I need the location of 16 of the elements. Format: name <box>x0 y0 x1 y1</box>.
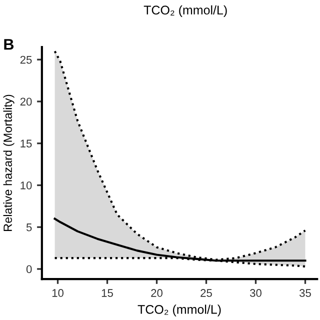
y-tick-label: 5 <box>26 223 32 232</box>
x-tick-label: 25 <box>200 289 212 297</box>
y-tick-label: 10 <box>20 182 32 190</box>
x-tick-label: 15 <box>102 289 113 297</box>
x-tick-label: 30 <box>250 289 262 297</box>
y-tick-label: 0 <box>26 265 32 274</box>
x-tick-label: 35 <box>299 289 311 297</box>
y-tick-label: 20 <box>20 98 32 106</box>
y-axis-title: Relative hazard (Mortality) <box>3 94 14 231</box>
y-tick-label: 15 <box>20 140 32 148</box>
x-tick-label: 20 <box>151 289 162 297</box>
x-axis-title: TCO₂ (mmol/L) <box>138 304 221 316</box>
y-tick-label: 25 <box>20 56 32 64</box>
text: TCO₂ (mmol/L) <box>144 5 227 17</box>
x-tick-label: 10 <box>52 289 64 297</box>
chart-title: B <box>4 39 14 50</box>
